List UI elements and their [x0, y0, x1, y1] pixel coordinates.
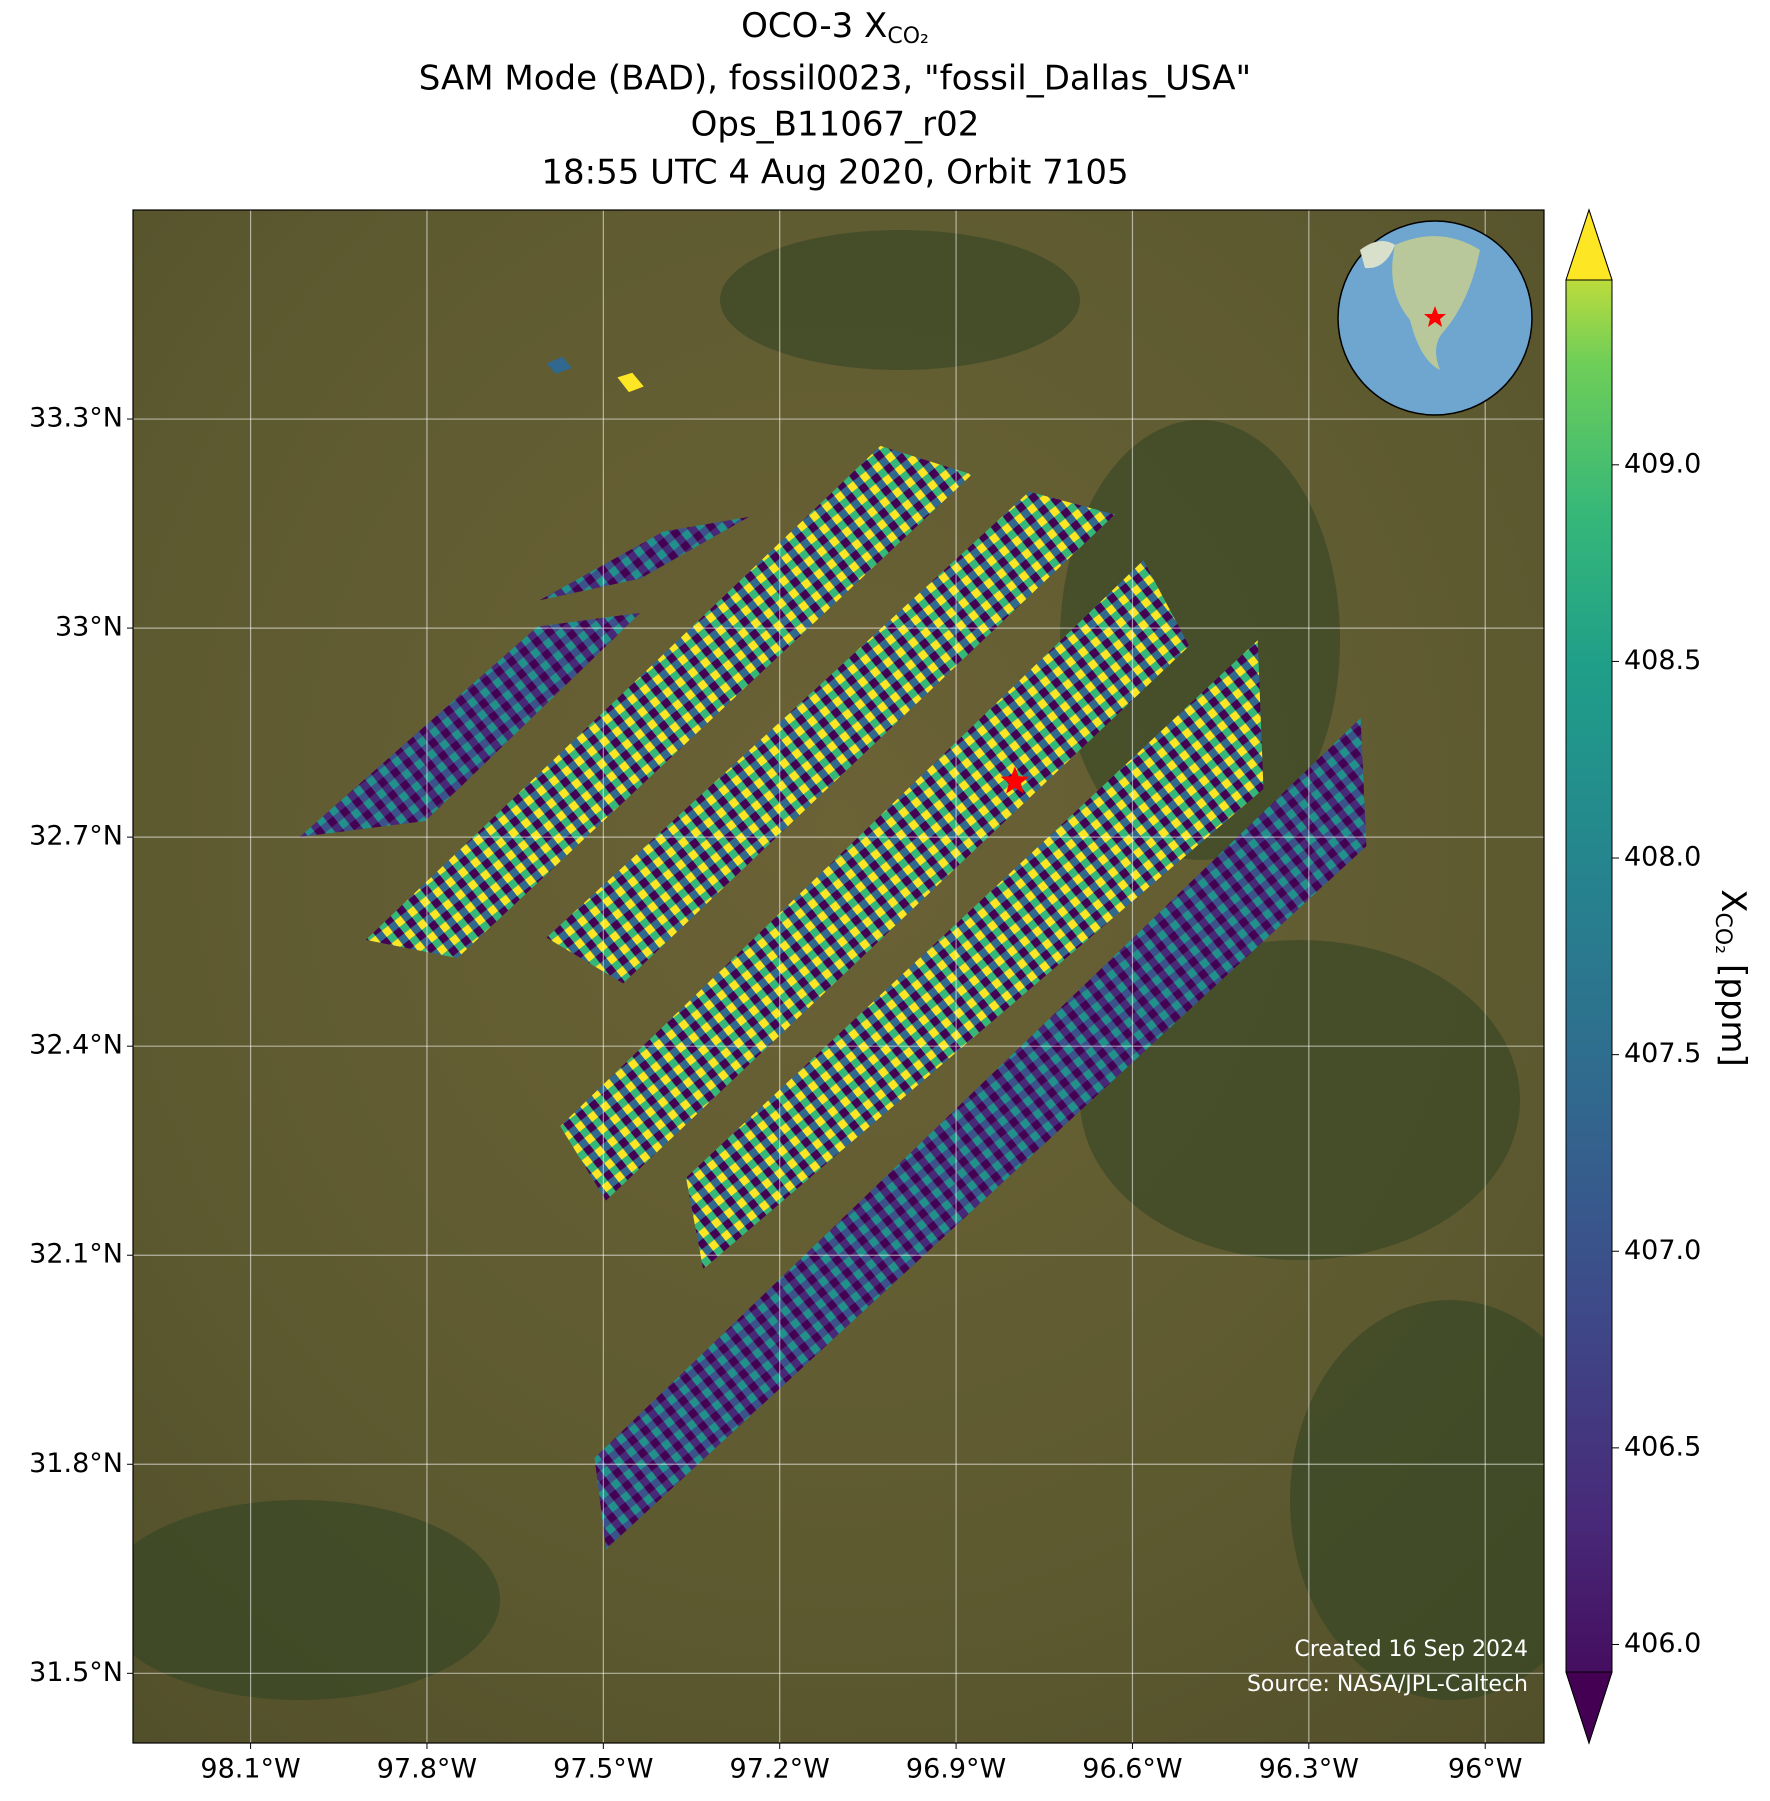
x-tick-label: 96°W	[1448, 1754, 1523, 1785]
colorbar-tick-label: 407.0	[1624, 1235, 1701, 1266]
colorbar-label-text: X	[1714, 889, 1754, 912]
map-area: Created 16 Sep 2024 Source: NASA/JPL-Calt…	[133, 210, 1544, 1743]
colorbar-tick-label: 407.5	[1624, 1038, 1701, 1069]
y-tick-label: 31.8°N	[29, 1448, 123, 1479]
credit-text: Created 16 Sep 2024	[1295, 1637, 1529, 1662]
y-tick-label: 32.7°N	[29, 821, 123, 852]
globe-marker	[1424, 306, 1446, 327]
colorbar: 406.0 406.5 407.0 407.5 408.0 408.5 409.0 XCO₂…	[1565, 208, 1754, 1745]
x-tick-label: 98.1°W	[200, 1754, 300, 1785]
map-frame	[132, 209, 1545, 1744]
x-tick-label: 97.2°W	[730, 1754, 830, 1785]
y-tick-label: 31.5°N	[29, 1657, 123, 1688]
colorbar-tick-label: 406.5	[1624, 1431, 1701, 1462]
credits: Created 16 Sep 2024 Source: NASA/JPL-Calt…	[1247, 1637, 1528, 1697]
colorbar-tick-label: 406.0	[1624, 1628, 1701, 1659]
colorbar-tick-label: 408.0	[1624, 842, 1701, 873]
colorbar-extend	[1565, 208, 1613, 281]
x-tick-label: 97.5°W	[553, 1754, 653, 1785]
y-tick-label: 32.4°N	[29, 1030, 123, 1061]
x-tick-label: 96.9°W	[906, 1754, 1006, 1785]
vegetation	[133, 230, 1544, 1700]
title-line: Ops_B11067_r02	[691, 105, 980, 145]
title-line: OCO-3 XCO₂	[741, 6, 929, 50]
title-line: SAM Mode (BAD), fossil0023, "fossil_Dall…	[419, 59, 1251, 99]
colorbar-extend	[1565, 1671, 1613, 1745]
colorbar-body	[1565, 208, 1613, 1745]
colorbar-tick-label: 408.5	[1624, 645, 1701, 676]
colorbar-label-subscript: CO₂	[1710, 912, 1735, 954]
x-tick-label: 97.8°W	[377, 1754, 477, 1785]
title-subscript: CO₂	[887, 24, 929, 49]
grid	[133, 210, 1544, 1743]
colorbar-tick-label: 409.0	[1624, 448, 1701, 479]
y-tick-label: 33.3°N	[29, 403, 123, 434]
x-tick-label: 96.3°W	[1259, 1754, 1359, 1785]
colorbar-label: XCO₂ [ppm]	[1710, 889, 1754, 1067]
y-tick-label: 33°N	[55, 612, 123, 643]
title-text: OCO-3 X	[741, 6, 887, 46]
site-marker	[1000, 766, 1030, 794]
x-tick-label: 96.6°W	[1082, 1754, 1182, 1785]
y-tick-label: 32.1°N	[29, 1239, 123, 1270]
title-line: 18:55 UTC 4 Aug 2020, Orbit 7105	[541, 153, 1128, 193]
swaths	[299, 356, 1367, 1550]
credit-text: Source: NASA/JPL-Caltech	[1247, 1672, 1528, 1697]
colorbar-label-unit: [ppm]	[1714, 964, 1754, 1067]
